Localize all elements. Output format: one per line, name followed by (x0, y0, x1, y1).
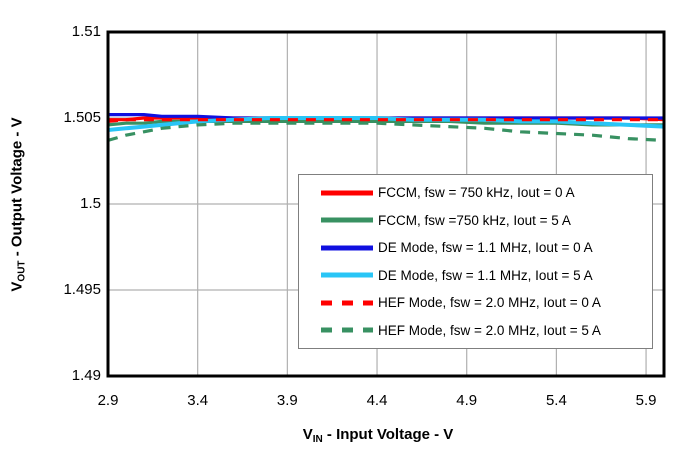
series-line-3 (107, 116, 665, 132)
legend-line-swatch (321, 272, 373, 278)
series-line-4 (107, 118, 664, 123)
x-axis-title-wrap: VIN - Input Voltage - V (100, 426, 656, 445)
legend-item-1: FCCM, fsw =750 kHz, Iout = 5 A (321, 213, 652, 228)
y-axis-title-prefix: V (8, 281, 26, 292)
legend-line-swatch (321, 217, 373, 223)
legend-label: FCCM, fsw =750 kHz, Iout = 5 A (378, 212, 571, 228)
y-axis-title-subscript: OUT (16, 259, 28, 282)
series-line-5 (107, 121, 665, 142)
legend-label: FCCM, fsw = 750 kHz, Iout = 0 A (378, 185, 575, 201)
x-axis-title-rest: - Input Voltage - V (322, 426, 454, 443)
legend-label: DE Mode, fsw = 1.1 MHz, Iout = 5 A (378, 267, 593, 283)
legend-item-5: HEF Mode, fsw = 2.0 MHz, Iout = 5 A (321, 323, 652, 338)
y-axis-title: VOUT - Output Voltage - V (8, 116, 28, 292)
legend-line-swatch (321, 300, 373, 306)
y-tick-label: 1.51 (71, 23, 101, 40)
axes-border (106, 30, 666, 378)
legend-line-swatch (321, 327, 373, 333)
y-tick-label: 1.495 (63, 281, 101, 298)
y-tick-label: 1.49 (71, 367, 101, 384)
y-axis-title-rest: - Output Voltage - V (8, 116, 26, 260)
x-tick-label: 5.4 (545, 392, 567, 409)
data-series (107, 112, 665, 142)
x-tick-label: 4.9 (456, 392, 478, 409)
x-tick-label: 3.4 (187, 392, 209, 409)
x-tick-label: 2.9 (97, 392, 119, 409)
legend-item-0: FCCM, fsw = 750 kHz, Iout = 0 A (321, 185, 652, 200)
y-tick-label: 1.5 (80, 195, 101, 212)
legend-line-swatch (321, 245, 373, 251)
legend-label: DE Mode, fsw = 1.1 MHz, Iout = 0 A (378, 240, 593, 256)
plot-frame (106, 30, 666, 378)
legend-label: HEF Mode, fsw = 2.0 MHz, Iout = 0 A (378, 295, 601, 311)
legend-item-2: DE Mode, fsw = 1.1 MHz, Iout = 0 A (321, 240, 652, 255)
x-axis-title-prefix: V (302, 426, 313, 443)
legend-item-3: DE Mode, fsw = 1.1 MHz, Iout = 5 A (321, 268, 652, 283)
legend-line-swatch (321, 190, 373, 196)
legend-box: FCCM, fsw = 750 kHz, Iout = 0 A FCCM, fsw… (298, 174, 653, 349)
legend-label: HEF Mode, fsw = 2.0 MHz, Iout = 5 A (378, 322, 601, 338)
x-tick-label: 3.9 (276, 392, 298, 409)
x-axis-title-subscript: IN (312, 434, 323, 445)
y-tick-label: 1.505 (63, 109, 101, 126)
legend-item-4: HEF Mode, fsw = 2.0 MHz, Iout = 0 A (321, 295, 652, 310)
x-tick-label: 5.9 (635, 392, 657, 409)
x-axis-title: VIN - Input Voltage - V (302, 426, 454, 445)
x-tick-label: 4.4 (366, 392, 388, 409)
y-axis-title-wrap: VOUT - Output Voltage - V (0, 0, 34, 408)
